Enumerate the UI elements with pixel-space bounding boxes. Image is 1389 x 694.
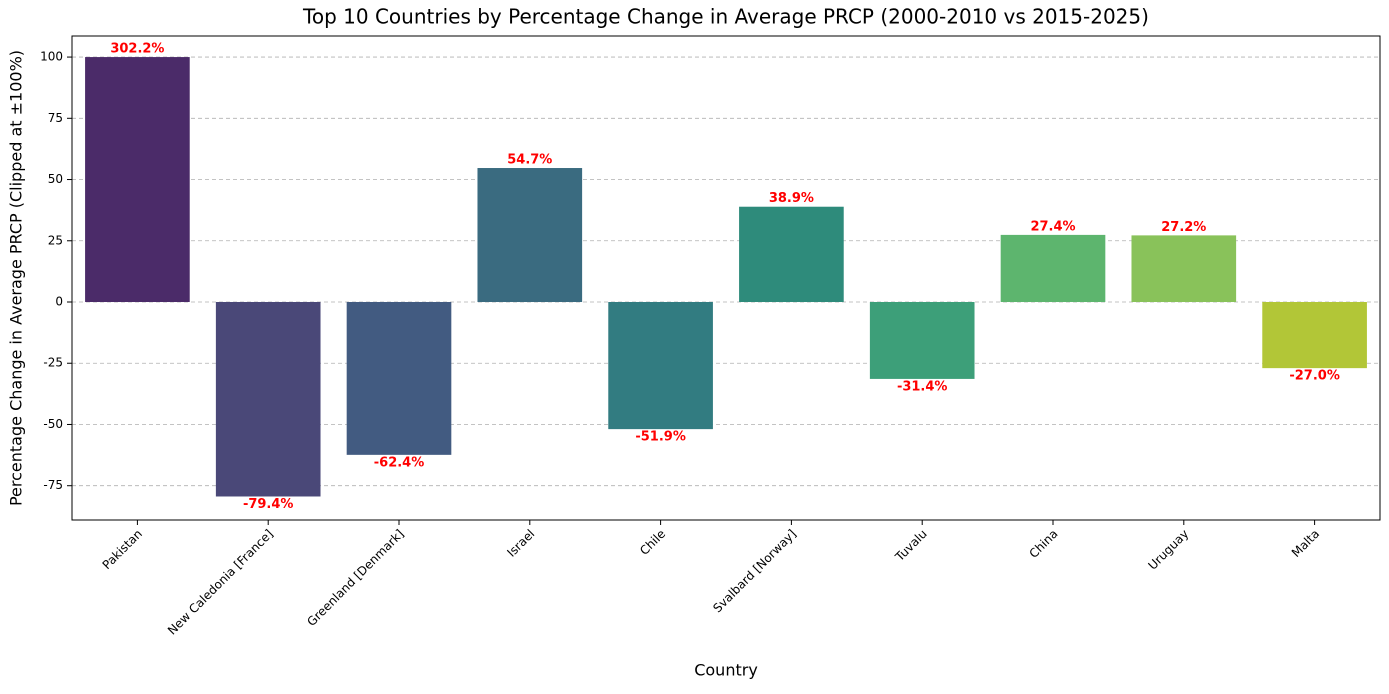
y-tick-label: 100 <box>40 50 63 64</box>
x-tick-label: Tuvalu <box>892 527 930 565</box>
bar <box>85 57 190 303</box>
bar <box>1131 235 1237 303</box>
bar <box>346 302 452 455</box>
y-tick-label: 75 <box>48 111 63 125</box>
value-label: -31.4% <box>897 379 948 394</box>
value-label: 27.4% <box>1030 219 1075 234</box>
x-tick-label: Malta <box>1289 527 1322 560</box>
y-tick-label: -50 <box>43 417 63 431</box>
chart-title: Top 10 Countries by Percentage Change in… <box>302 5 1149 29</box>
y-tick-label: -25 <box>43 356 63 370</box>
x-tick-label: Svalbard [Norway] <box>710 527 799 616</box>
x-tick-label: Uruguay <box>1145 527 1191 573</box>
value-label: 38.9% <box>769 191 814 206</box>
plot-frame <box>71 35 1381 521</box>
bar <box>608 302 713 430</box>
x-tick-label: New Caledonia [France] <box>165 527 276 638</box>
y-tick-label: 0 <box>55 295 63 309</box>
value-label: -27.0% <box>1289 369 1340 384</box>
value-label: -79.4% <box>243 497 294 512</box>
value-label: 302.2% <box>110 42 164 57</box>
y-tick-label: 50 <box>48 172 63 186</box>
y-tick-label: 25 <box>48 233 63 247</box>
x-tick-label: China <box>1026 527 1060 561</box>
x-tick-label: Pakistan <box>100 527 145 572</box>
x-axis-label: Country <box>694 661 758 680</box>
y-tick-label: -75 <box>43 478 63 492</box>
bar <box>215 302 321 497</box>
value-label: 54.7% <box>507 153 552 168</box>
value-label: 27.2% <box>1161 220 1206 235</box>
bar <box>1000 234 1106 303</box>
x-tick-label: Israel <box>504 527 537 560</box>
x-tick-label: Chile <box>637 527 668 558</box>
bar <box>477 168 583 303</box>
bar <box>739 206 844 303</box>
bar <box>1262 302 1367 369</box>
value-label: -62.4% <box>374 455 425 470</box>
y-axis-label: Percentage Change in Average PRCP (Clipp… <box>7 50 26 506</box>
value-label: -51.9% <box>635 430 686 445</box>
x-tick-label: Greenland [Denmark] <box>304 527 406 629</box>
bar <box>869 302 975 379</box>
